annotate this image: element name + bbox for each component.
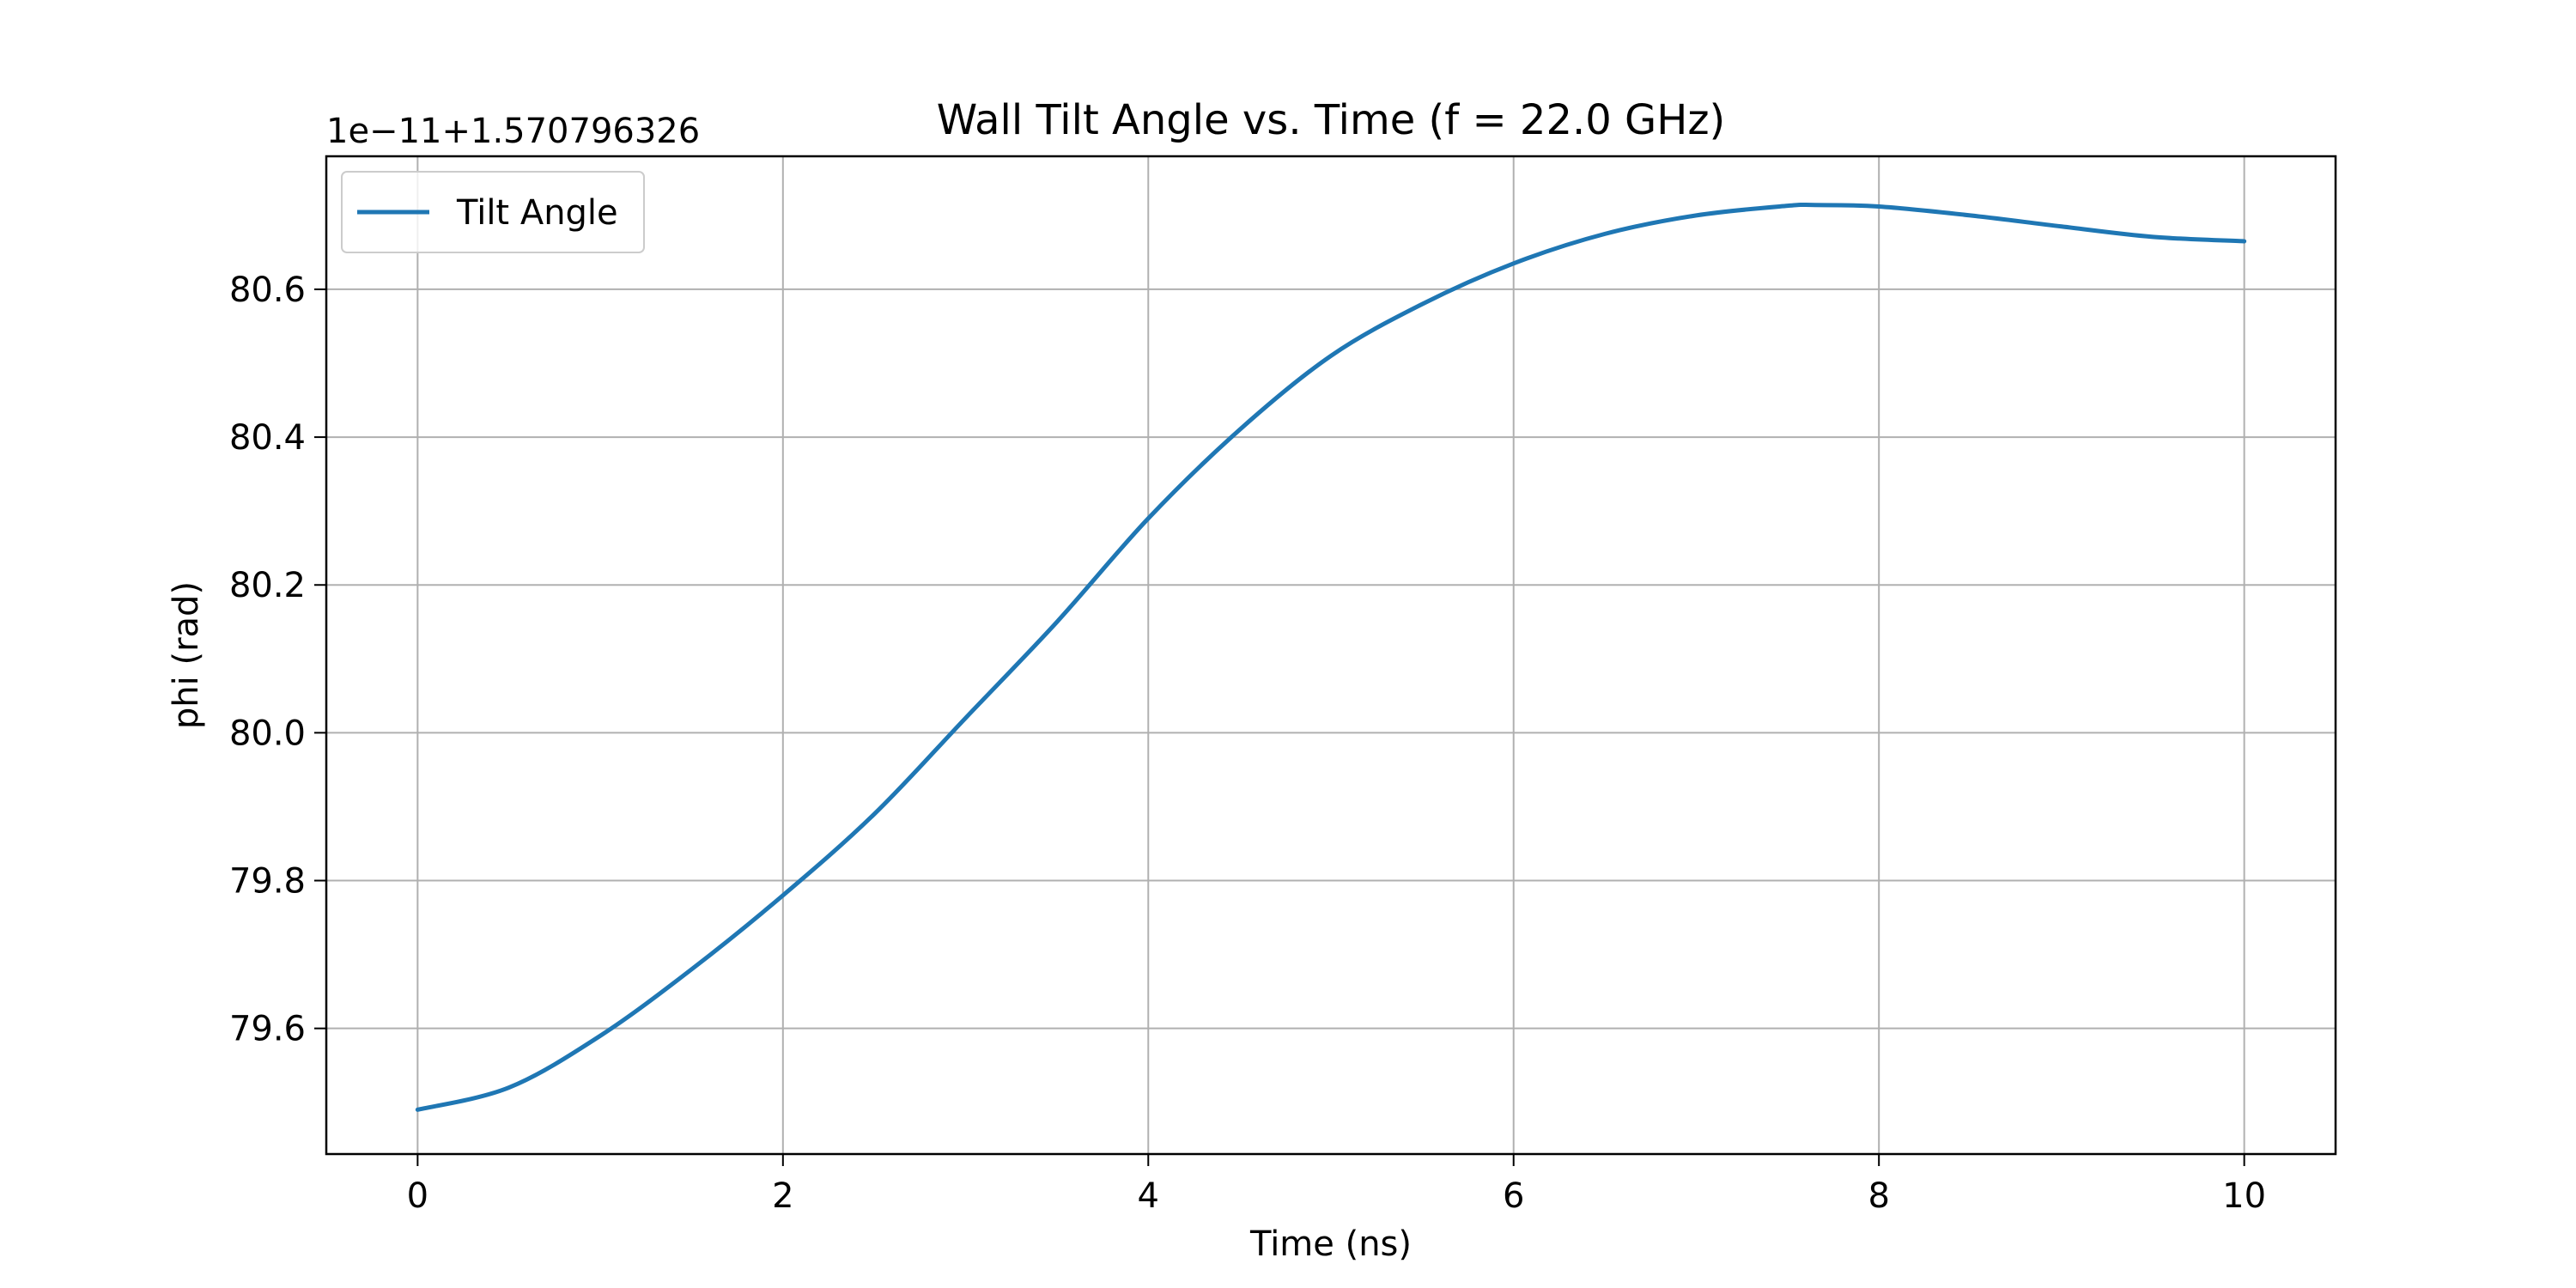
series-line-tilt-angle <box>415 202 2247 1112</box>
legend: Tilt Angle <box>341 171 645 253</box>
x-tick-label: 2 <box>772 1176 793 1216</box>
legend-box <box>341 171 645 253</box>
x-tick-label: 6 <box>1503 1176 1524 1216</box>
y-offset-text: 1e−11+1.570796326 <box>326 112 700 151</box>
legend-label-tilt-angle: Tilt Angle <box>456 193 618 233</box>
y-tick-label: 80.2 <box>229 566 306 605</box>
plot-frame <box>325 155 2337 1156</box>
x-tick-label: 8 <box>1868 1176 1889 1216</box>
x-tick-label: 4 <box>1138 1176 1159 1216</box>
y-tick-label: 80.0 <box>229 714 306 753</box>
grid-lines <box>326 156 2336 1154</box>
y-axis-label: phi (rad) <box>167 581 206 729</box>
axis-ticks: 0 2 4 6 8 10 79.6 79.8 80.0 80.2 80.4 80.6 <box>229 270 2266 1216</box>
y-tick-label: 79.6 <box>229 1010 306 1049</box>
series-layer <box>415 202 2247 1112</box>
y-tick-label: 80.4 <box>229 418 306 458</box>
x-tick-label: 0 <box>407 1176 428 1216</box>
y-tick-label: 79.8 <box>229 862 306 902</box>
y-tick-label: 80.6 <box>229 270 306 310</box>
chart-title: Wall Tilt Angle vs. Time (f = 22.0 GHz) <box>937 96 1726 144</box>
x-axis-label: Time (ns) <box>1249 1224 1412 1264</box>
x-tick-label: 10 <box>2222 1176 2266 1216</box>
